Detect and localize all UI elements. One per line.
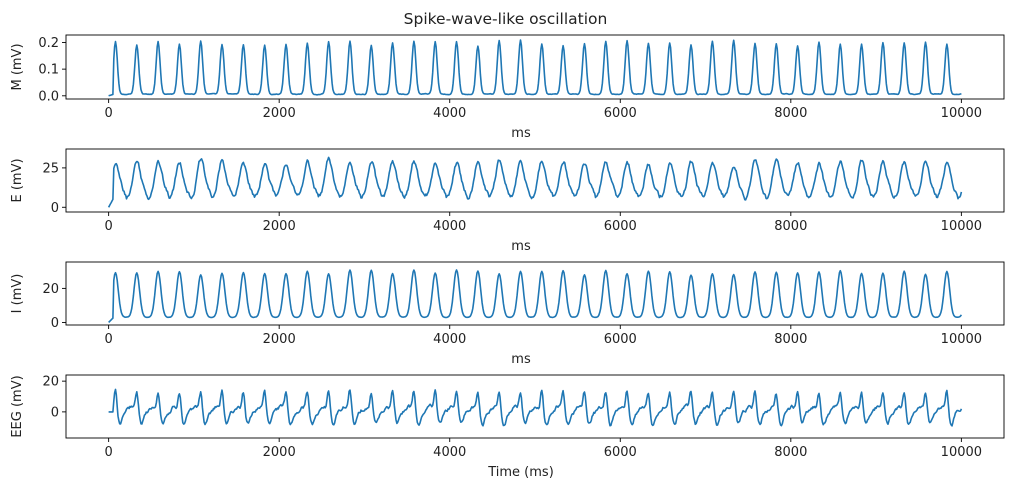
x-axis-label: ms [511,352,531,367]
x-tick-label: 8000 [774,106,807,121]
x-axis-label: ms [511,126,531,141]
axes-frame [65,34,1005,100]
x-tick-label: 4000 [433,219,466,234]
x-tick-label: 10000 [941,445,982,460]
y-tick-label: 0 [51,405,59,420]
x-tick-label: 2000 [263,332,296,347]
figure-title: Spike-wave-like oscillation [404,10,608,28]
subplot-eeg: 0 2000 4000 6000 8000 10000 0 20 Time (ms) EEG (m… [10,374,1005,480]
x-tick-label: 2000 [263,106,296,121]
y-tick-label: 0 [51,316,59,331]
x-tick-label: 8000 [774,332,807,347]
series-line-m [108,39,962,97]
series-line-i [108,269,963,323]
y-tick-label: 0.2 [38,36,59,51]
x-tick-label: 10000 [941,332,982,347]
x-tick-label: 4000 [433,106,466,121]
subplot-i: 0 2000 4000 6000 8000 10000 0 20 ms I (mV) [10,261,1005,367]
y-tick-label: 20 [42,282,59,297]
x-tick-label: 6000 [604,445,637,460]
axes-frame [65,261,1005,326]
x-tick-label: 2000 [263,445,296,460]
subplot-e: 0 2000 4000 6000 8000 10000 0 25 ms E (mV) [10,148,1005,254]
y-tick-label: 0 [51,201,59,216]
series-line-e [107,156,963,208]
x-tick-label: 6000 [604,219,637,234]
x-tick-label: 0 [104,332,112,347]
x-tick-label: 0 [104,445,112,460]
y-axis-label: EEG (mV) [10,375,25,437]
x-tick-label: 6000 [604,106,637,121]
y-axis-label: E (mV) [10,158,25,202]
x-tick-label: 8000 [774,445,807,460]
series-line-eeg [108,388,963,427]
y-tick-label: 0.1 [38,63,59,78]
x-tick-label: 8000 [774,219,807,234]
y-axis-label: I (mV) [10,274,25,314]
axes-frame [65,374,1005,439]
y-tick-label: 20 [42,375,59,390]
y-axis-label: M (mV) [10,43,25,90]
x-tick-label: 10000 [941,106,982,121]
y-tick-label: 25 [42,161,59,176]
axes-frame [65,148,1005,213]
x-tick-label: 10000 [941,219,982,234]
x-axis-label: Time (ms) [487,465,554,480]
x-axis-label: ms [511,239,531,254]
x-tick-label: 4000 [433,445,466,460]
y-tick-label: 0.0 [38,89,59,104]
subplot-m: 0 2000 4000 6000 8000 10000 0.0 0.1 0.2 ms M (mV) [10,34,1005,141]
x-tick-label: 0 [104,106,112,121]
x-tick-label: 4000 [433,332,466,347]
x-tick-label: 0 [104,219,112,234]
x-tick-label: 2000 [263,219,296,234]
x-tick-label: 6000 [604,332,637,347]
